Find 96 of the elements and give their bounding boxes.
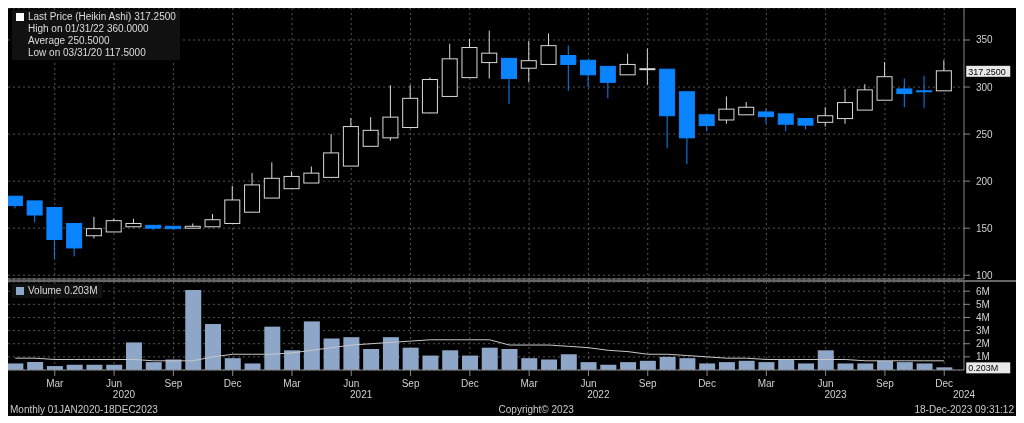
y-tick-label: 150 xyxy=(976,222,994,234)
x-tick-label: Mar xyxy=(46,378,65,389)
candlestick xyxy=(501,57,518,105)
candlestick xyxy=(481,30,498,80)
bar xyxy=(659,356,676,370)
bar xyxy=(916,363,933,370)
y-tick-label: 350 xyxy=(976,34,994,46)
y-tick-label: 100 xyxy=(976,269,994,281)
y-tick-label: 300 xyxy=(976,81,994,93)
bar xyxy=(837,363,854,370)
bar xyxy=(560,354,577,370)
bar xyxy=(125,342,142,370)
x-tick-label: Sep xyxy=(401,378,420,389)
annotation: Last Price (Heikin Ashi) 317.2500 xyxy=(28,11,176,23)
y-tick-label: 250 xyxy=(976,128,994,140)
bar xyxy=(797,363,814,370)
bar xyxy=(679,358,696,370)
x-tick-label: Jun xyxy=(343,378,360,389)
candlestick xyxy=(876,61,893,101)
bar xyxy=(205,324,222,370)
x-tick-label: Sep xyxy=(876,378,895,389)
candlestick xyxy=(224,185,241,224)
bar xyxy=(402,347,419,370)
bar xyxy=(323,338,340,370)
x-tick-label: Jun xyxy=(580,378,597,389)
x2-tick-label: 2023 xyxy=(824,389,848,400)
annotation: Low on 03/31/20 117.5000 xyxy=(28,47,146,59)
bar xyxy=(817,350,834,370)
bar xyxy=(541,359,558,370)
y-tick-label: 2M xyxy=(976,338,990,350)
bar xyxy=(303,321,320,370)
annotation: High on 01/31/22 360.0000 xyxy=(28,23,149,35)
legend-label: Volume 0.203M xyxy=(27,285,98,297)
x2-tick-label: 2021 xyxy=(350,389,373,400)
bar xyxy=(224,358,241,370)
x-tick-label: Sep xyxy=(164,378,183,389)
candlestick xyxy=(580,59,597,88)
line-series xyxy=(14,339,945,362)
bar xyxy=(461,355,478,370)
text: 18-Dec-2023 09:31:12 xyxy=(914,404,1014,416)
annotation: 0.203M xyxy=(968,363,999,374)
y-tick-label: 200 xyxy=(976,175,994,187)
x-tick-label: Dec xyxy=(460,378,479,389)
candlestick xyxy=(757,108,774,125)
bar xyxy=(422,355,439,370)
candlestick xyxy=(362,116,379,147)
x-tick-label: Dec xyxy=(698,378,716,389)
bar xyxy=(481,347,498,370)
candlestick xyxy=(520,40,537,83)
bar xyxy=(699,363,716,370)
bar xyxy=(343,337,360,370)
text: Monthly 01JAN2020-18DEC2023 xyxy=(10,404,158,416)
text: Copyright© 2023 xyxy=(498,404,574,416)
x-tick-label: Mar xyxy=(283,378,302,389)
candlestick xyxy=(382,84,399,142)
x2-tick-label: 2024 xyxy=(952,389,976,400)
y-tick-label: 1M xyxy=(976,351,990,363)
candlestick xyxy=(817,106,834,128)
bar xyxy=(363,348,380,370)
candlestick xyxy=(85,216,102,240)
x-tick-label: Jun xyxy=(106,378,123,389)
candlestick xyxy=(718,95,735,125)
candlestick xyxy=(263,161,280,199)
candlestick xyxy=(856,83,873,111)
candlestick xyxy=(935,59,952,92)
bar xyxy=(442,350,459,370)
x-tick-label: Mar xyxy=(520,378,539,389)
y-tick-label: 6M xyxy=(976,285,990,297)
bar xyxy=(501,348,518,370)
candlestick xyxy=(639,47,656,86)
candlestick xyxy=(619,53,636,76)
x-tick-label: Sep xyxy=(638,378,658,389)
annotation: Average 250.5000 xyxy=(28,35,110,47)
bar xyxy=(244,363,261,370)
y-tick-label: 4M xyxy=(976,311,990,323)
bar xyxy=(264,326,281,370)
x2-tick-label: 2020 xyxy=(112,389,136,400)
x-tick-label: Mar xyxy=(757,378,776,389)
annotation: 317.2500 xyxy=(968,66,1006,77)
candlestick xyxy=(540,32,557,65)
x2-tick-label: 2022 xyxy=(587,389,610,400)
candlestick xyxy=(896,78,913,108)
candlestick xyxy=(916,75,933,109)
candlestick xyxy=(26,200,43,224)
bar xyxy=(185,289,202,370)
bar xyxy=(382,337,399,370)
y-tick-label: 3M xyxy=(976,325,990,337)
bar xyxy=(857,363,874,370)
candlestick xyxy=(560,45,577,92)
x-tick-label: Jun xyxy=(817,378,834,389)
candlestick xyxy=(837,88,854,125)
y-tick-label: 5M xyxy=(976,298,990,310)
bar xyxy=(521,358,538,370)
x-tick-label: Dec xyxy=(223,378,242,389)
x-tick-label: Dec xyxy=(935,378,954,389)
candlestick xyxy=(599,65,616,99)
